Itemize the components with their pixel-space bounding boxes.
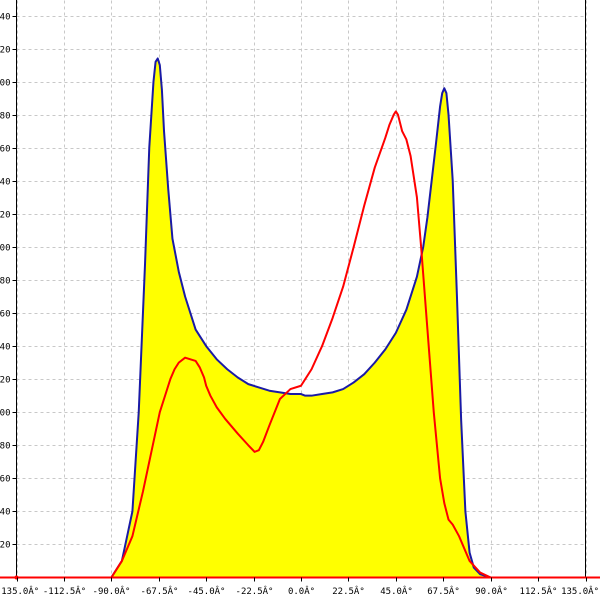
y-tick-label: 120	[0, 376, 11, 386]
y-tick-label: 100	[0, 409, 11, 419]
y-tick-label: 180	[0, 277, 11, 287]
x-tick-label: -112.5Â°	[43, 585, 86, 597]
tick-labels: 20 40 60 80 100 120 140 160 180 200 220 240 260 280 30…	[0, 13, 599, 598]
axes	[0, 0, 600, 582]
y-tick-label: 280	[0, 112, 11, 122]
x-tick-label: -135.0Â°	[0, 585, 39, 597]
x-tick-label: 90.0Â°	[475, 585, 508, 597]
y-tick-label: 340	[0, 13, 11, 23]
series-lines	[110, 57, 492, 579]
x-tick-label: 0.0Â°	[288, 585, 315, 597]
x-tick-label: -90.0Â°	[93, 585, 131, 597]
grid-lines	[16, 0, 587, 578]
y-tick-label: 140	[0, 343, 11, 353]
x-tick-label: -45.0Â°	[188, 585, 226, 597]
x-tick-label: 45.0Â°	[380, 585, 413, 597]
y-tick-label: 20	[0, 541, 11, 551]
x-tick-label: 22.5Â°	[332, 585, 365, 597]
x-tick-label: 67.5Â°	[427, 585, 460, 597]
x-tick-label: -22.5Â°	[236, 585, 274, 597]
series-1-line	[110, 110, 492, 579]
series-0-area	[111, 58, 491, 578]
y-tick-label: 40	[0, 508, 11, 518]
x-tick-label: 135.0Â°	[561, 585, 599, 597]
y-tick-label: 160	[0, 310, 11, 320]
area-fill	[111, 58, 491, 578]
y-tick-label: 200	[0, 244, 11, 254]
y-tick-label: 300	[0, 79, 11, 89]
y-tick-label: 80	[0, 442, 11, 452]
x-tick-label: -67.5Â°	[141, 585, 179, 597]
y-tick-label: 220	[0, 211, 11, 221]
y-tick-label: 320	[0, 46, 11, 56]
y-tick-label: 60	[0, 475, 11, 485]
y-tick-label: 240	[0, 178, 11, 188]
x-tick-label: 112.5Â°	[520, 585, 558, 597]
series-0-line	[110, 57, 492, 579]
y-tick-label: 260	[0, 145, 11, 155]
